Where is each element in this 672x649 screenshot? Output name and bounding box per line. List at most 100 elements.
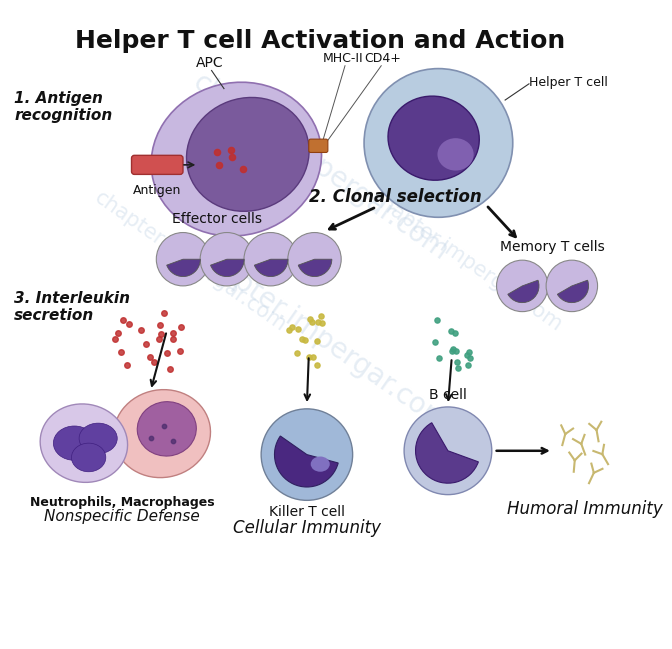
Point [161, 348, 172, 358]
Wedge shape [274, 436, 338, 487]
Ellipse shape [151, 82, 321, 236]
Point [167, 334, 178, 344]
Circle shape [497, 260, 548, 312]
Text: chapter.impergar.com: chapter.impergar.com [187, 239, 454, 437]
Text: 1. Antigen
recognition: 1. Antigen recognition [14, 90, 112, 123]
Point [168, 328, 179, 339]
Circle shape [288, 232, 341, 286]
Point [433, 352, 444, 363]
Circle shape [364, 69, 513, 217]
Point [462, 350, 472, 360]
Circle shape [261, 409, 353, 500]
Circle shape [546, 260, 597, 312]
Circle shape [244, 232, 297, 286]
Point [315, 311, 326, 321]
Text: B cell: B cell [429, 388, 467, 402]
Wedge shape [557, 280, 589, 302]
Point [175, 346, 185, 356]
Point [145, 433, 156, 443]
Ellipse shape [79, 423, 117, 454]
Point [464, 347, 474, 358]
Circle shape [404, 407, 492, 495]
Wedge shape [210, 259, 244, 276]
Point [156, 329, 167, 339]
Wedge shape [508, 280, 539, 302]
Text: Helper T cell Activation and Action: Helper T cell Activation and Action [75, 29, 565, 53]
Ellipse shape [137, 402, 196, 456]
Point [450, 345, 461, 356]
Ellipse shape [114, 389, 210, 478]
Text: CD4+: CD4+ [365, 52, 402, 65]
Point [429, 337, 440, 347]
Wedge shape [167, 259, 200, 276]
Text: Antigen: Antigen [133, 184, 181, 197]
Point [214, 160, 224, 170]
Ellipse shape [53, 426, 95, 460]
Point [284, 324, 294, 335]
Ellipse shape [388, 96, 479, 180]
Point [297, 334, 308, 345]
Point [293, 323, 304, 334]
Text: Helper T cell: Helper T cell [529, 77, 608, 90]
Circle shape [157, 232, 210, 286]
Text: MHC-II: MHC-II [323, 52, 364, 65]
Point [121, 360, 132, 371]
Text: APC: APC [196, 56, 224, 69]
Text: Effector cells: Effector cells [172, 212, 262, 226]
Text: Cellular Immunity: Cellular Immunity [233, 519, 381, 537]
Text: chapter.impergar.com: chapter.impergar.com [187, 67, 454, 266]
Text: chapter.impergar.com: chapter.impergar.com [91, 188, 290, 336]
Ellipse shape [310, 456, 330, 472]
Point [145, 352, 156, 362]
Point [305, 314, 316, 324]
Point [452, 356, 462, 367]
Wedge shape [415, 422, 478, 484]
Point [141, 339, 152, 349]
Text: chapter.impergar.com: chapter.impergar.com [368, 188, 566, 336]
Point [175, 322, 186, 332]
Point [117, 315, 128, 325]
Point [304, 352, 314, 363]
Point [462, 360, 473, 371]
Text: Neutrophils, Macrophages: Neutrophils, Macrophages [30, 496, 214, 509]
Text: Nonspecific Defense: Nonspecific Defense [44, 509, 200, 524]
Wedge shape [255, 259, 288, 276]
Point [450, 328, 460, 338]
Circle shape [200, 232, 253, 286]
Ellipse shape [71, 443, 106, 472]
Point [292, 348, 302, 358]
Point [225, 145, 236, 155]
Point [159, 308, 169, 318]
Point [212, 147, 222, 158]
Point [149, 357, 159, 367]
Point [306, 317, 317, 327]
Ellipse shape [40, 404, 128, 482]
Point [155, 320, 165, 330]
Point [238, 164, 249, 174]
Point [312, 316, 323, 326]
Point [124, 319, 134, 330]
Point [447, 345, 458, 356]
Point [226, 152, 237, 162]
Point [446, 326, 456, 336]
Point [308, 351, 319, 361]
FancyBboxPatch shape [309, 139, 328, 153]
Point [452, 363, 463, 373]
Point [110, 334, 120, 345]
Text: 2. Clonal selection: 2. Clonal selection [309, 188, 482, 206]
FancyBboxPatch shape [132, 155, 183, 175]
Point [116, 347, 126, 358]
Text: 3. Interleukin
secretion: 3. Interleukin secretion [14, 291, 130, 323]
Point [312, 360, 323, 370]
Point [287, 322, 298, 332]
Point [154, 334, 165, 345]
Point [165, 364, 175, 374]
Ellipse shape [187, 97, 309, 212]
Point [465, 352, 476, 363]
Text: Memory T cells: Memory T cells [501, 240, 605, 254]
Point [448, 344, 459, 354]
Point [159, 421, 169, 431]
Point [168, 436, 179, 447]
Point [431, 314, 442, 324]
Point [317, 318, 327, 328]
